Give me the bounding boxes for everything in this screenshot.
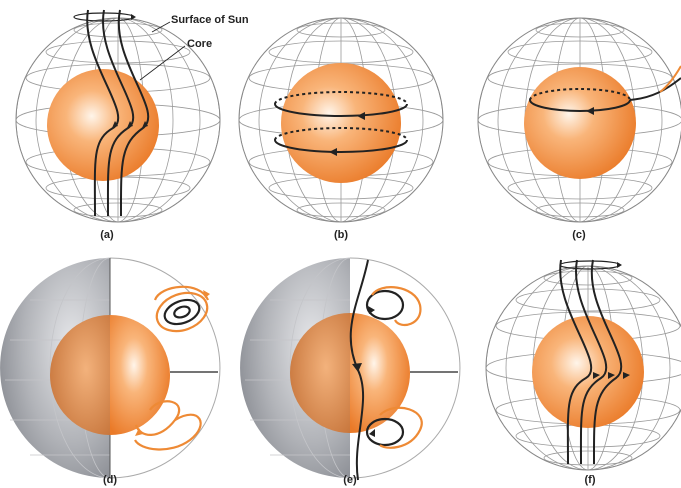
panel-label-e: (e) [343, 474, 357, 486]
panel-a [15, 9, 221, 223]
field-lines-f [559, 259, 623, 465]
field-rings-b [274, 91, 408, 153]
panel-label-d: (d) [102, 474, 118, 486]
surface-of-sun-label: Surface of Sun [171, 14, 249, 26]
field-arrows-a [112, 121, 148, 128]
panel-f [485, 259, 681, 471]
panel-c [477, 17, 681, 223]
panel-label-f: (f) [584, 474, 596, 486]
field-lines-a [86, 9, 150, 217]
flux-loops-e [365, 286, 423, 449]
core-a [47, 69, 159, 181]
field-loop-c [529, 77, 681, 112]
panel-b [238, 17, 444, 223]
core-b [281, 63, 401, 183]
panel-label-b: (b) [333, 229, 349, 241]
panel-label-c: (c) [572, 229, 586, 241]
panel-e [240, 257, 461, 481]
panel-d [0, 257, 221, 479]
core-c [524, 67, 636, 179]
panel-label-a: (a) [100, 229, 114, 241]
core-label: Core [187, 38, 213, 50]
core-f [532, 316, 644, 428]
